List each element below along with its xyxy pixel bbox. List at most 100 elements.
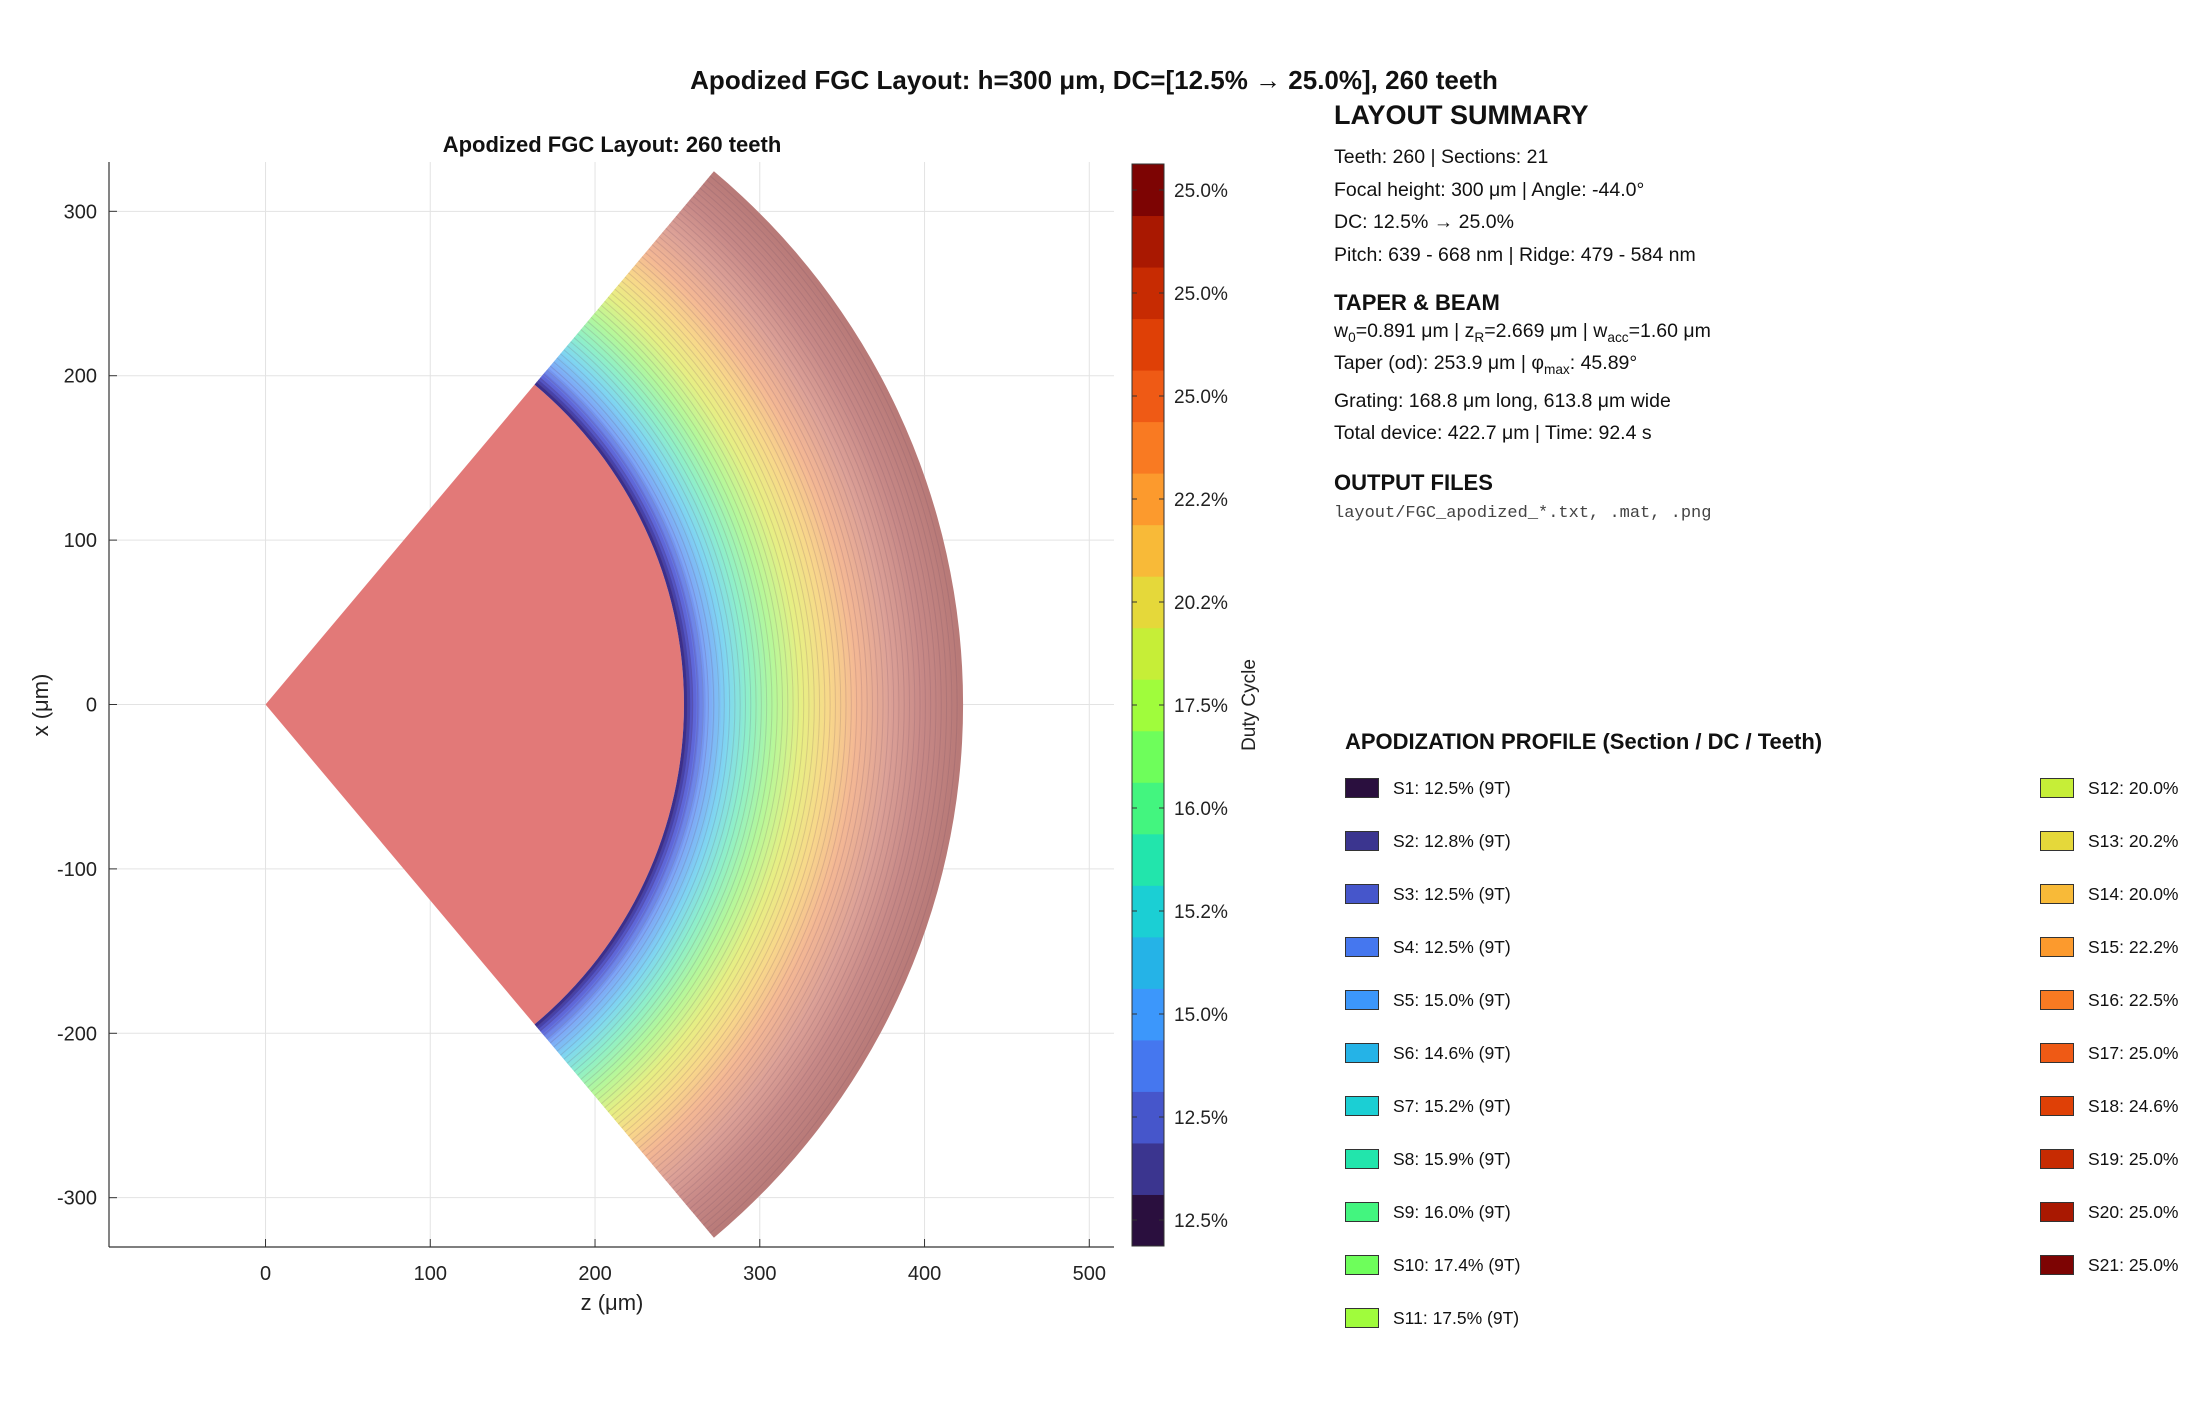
grating-tooth xyxy=(628,272,831,1137)
legend-label: S18: 24.6% xyxy=(2088,1096,2179,1116)
grating-tooth xyxy=(573,337,746,1072)
figure-suptitle: Apodized FGC Layout: h=300 μm, DC=[12.5%… xyxy=(690,65,1498,95)
grating-tooth xyxy=(692,195,932,1214)
grating-tooth xyxy=(543,373,699,1036)
colorbar-tick-label: 15.0% xyxy=(1174,1005,1228,1026)
legend-swatch xyxy=(2040,937,2074,957)
colorbar-band xyxy=(1132,679,1164,732)
y-tick-label: 100 xyxy=(64,530,97,552)
colorbar-tick-label: 25.0% xyxy=(1174,387,1228,408)
colorbar-band xyxy=(1132,576,1164,629)
colorbar-band xyxy=(1132,730,1164,783)
grating-tooth xyxy=(702,183,947,1226)
grating-tooth xyxy=(641,256,852,1153)
colorbar-band xyxy=(1132,885,1164,938)
legend-swatch xyxy=(1345,1043,1379,1063)
legend-swatch xyxy=(1345,884,1379,904)
colorbar-label: Duty Cycle xyxy=(1239,659,1260,751)
y-tick-label: 300 xyxy=(64,201,97,223)
colorbar-band xyxy=(1132,627,1164,680)
x-tick-label: 100 xyxy=(414,1263,447,1285)
summary-line: DC: 12.5% → 25.0% xyxy=(1334,211,1514,233)
grating-tooth xyxy=(546,369,704,1040)
legend-swatch xyxy=(2040,1096,2074,1116)
grating-tooth xyxy=(662,232,884,1177)
colorbar-tick-label: 12.5% xyxy=(1174,1108,1228,1129)
colorbar-band xyxy=(1132,1142,1164,1195)
chart-title: Apodized FGC Layout: 260 teeth xyxy=(443,132,782,157)
output-files-list: layout/FGC_apodized_*.txt, .mat, .png xyxy=(1334,504,1712,523)
legend-swatch xyxy=(2040,1043,2074,1063)
grating-tooth xyxy=(624,276,826,1133)
legend-label: S9: 16.0% (9T) xyxy=(1393,1202,1511,1222)
colorbar-tick-label: 22.2% xyxy=(1174,490,1228,511)
legend-swatch xyxy=(2040,884,2074,904)
grating-tooth xyxy=(696,191,937,1218)
colorbar-tick-label: 17.5% xyxy=(1174,696,1228,717)
grating-tooth xyxy=(675,215,905,1194)
colorbar-tick-labels: 25.0% 25.0% 25.0% 22.2% 20.2% 17.5% 16.0% 15.2%… xyxy=(1174,181,1228,1232)
taper-sector xyxy=(265,384,684,1025)
grating-tooth xyxy=(549,365,709,1044)
legend-label: S19: 25.0% xyxy=(2088,1149,2179,1169)
legend-label: S16: 22.5% xyxy=(2088,990,2179,1010)
colorbar-band xyxy=(1132,473,1164,526)
colorbar-band xyxy=(1132,1091,1164,1144)
y-tick-label: -200 xyxy=(57,1023,97,1045)
colorbar-tick-label: 25.0% xyxy=(1174,284,1228,305)
y-axis-label: x (μm) xyxy=(28,674,53,737)
summary-title: LAYOUT SUMMARY xyxy=(1334,100,1589,130)
colorbar xyxy=(1131,163,1165,1247)
taper-beam-title: TAPER & BEAM xyxy=(1334,290,1500,315)
y-tick-label: -100 xyxy=(57,859,97,881)
grating-tooth xyxy=(709,175,958,1234)
grating-tooth xyxy=(689,199,926,1210)
legend-label: S17: 25.0% xyxy=(2088,1043,2179,1063)
grating-tooth xyxy=(536,381,688,1028)
colorbar-band xyxy=(1132,421,1164,474)
x-axis-label: z (μm) xyxy=(581,1290,644,1315)
colorbar-band xyxy=(1132,370,1164,423)
legend-swatch xyxy=(1345,1202,1379,1222)
legend-label: S5: 15.0% (9T) xyxy=(1393,990,1511,1010)
grating-tooth xyxy=(580,329,757,1080)
legend-label: S10: 17.4% (9T) xyxy=(1393,1255,1521,1275)
legend-label: S4: 12.5% (9T) xyxy=(1393,937,1511,957)
legend-swatch xyxy=(2040,990,2074,1010)
grating-tooth xyxy=(556,357,720,1052)
legend-swatch xyxy=(1345,937,1379,957)
grating-tooth xyxy=(587,321,768,1088)
axes xyxy=(108,162,1114,1248)
colorbar-band xyxy=(1132,833,1164,886)
y-tick-label: 0 xyxy=(86,695,97,717)
summary-line: Pitch: 639 - 668 nm | Ridge: 479 - 584 n… xyxy=(1334,243,1696,266)
colorbar-band xyxy=(1132,1039,1164,1092)
colorbar-tick-label: 16.0% xyxy=(1174,799,1228,820)
legend-label: S21: 25.0% xyxy=(2088,1255,2179,1275)
grating-tooth xyxy=(617,284,815,1125)
legend-swatch xyxy=(1345,1149,1379,1169)
grating-tooth xyxy=(604,300,794,1109)
legend-label: S6: 14.6% (9T) xyxy=(1393,1043,1511,1063)
colorbar-band xyxy=(1132,164,1164,217)
colorbar-band xyxy=(1132,782,1164,835)
grating-tooth xyxy=(655,240,873,1169)
legend-swatch xyxy=(1345,1308,1379,1328)
x-tick-labels: 0 100 200 300 400 500 xyxy=(260,1263,1106,1285)
colorbar-band xyxy=(1132,988,1164,1041)
grating-tooth xyxy=(600,304,789,1105)
y-tick-label: -300 xyxy=(57,1188,97,1210)
grating-tooth xyxy=(621,280,821,1129)
summary-line: Teeth: 260 | Sections: 21 xyxy=(1334,146,1549,168)
apodization-title: APODIZATION PROFILE (Section / DC / Teet… xyxy=(1345,729,1823,754)
plot-marks xyxy=(265,171,964,1238)
grating-tooth xyxy=(611,292,805,1117)
legend-label: S11: 17.5% (9T) xyxy=(1393,1308,1520,1328)
grating-tooth xyxy=(597,308,784,1101)
colorbar-band xyxy=(1132,215,1164,268)
grating-tooth xyxy=(651,244,868,1165)
legend-swatch xyxy=(1345,1255,1379,1275)
grating-tooth xyxy=(577,333,752,1076)
grating-tooth xyxy=(699,187,942,1222)
